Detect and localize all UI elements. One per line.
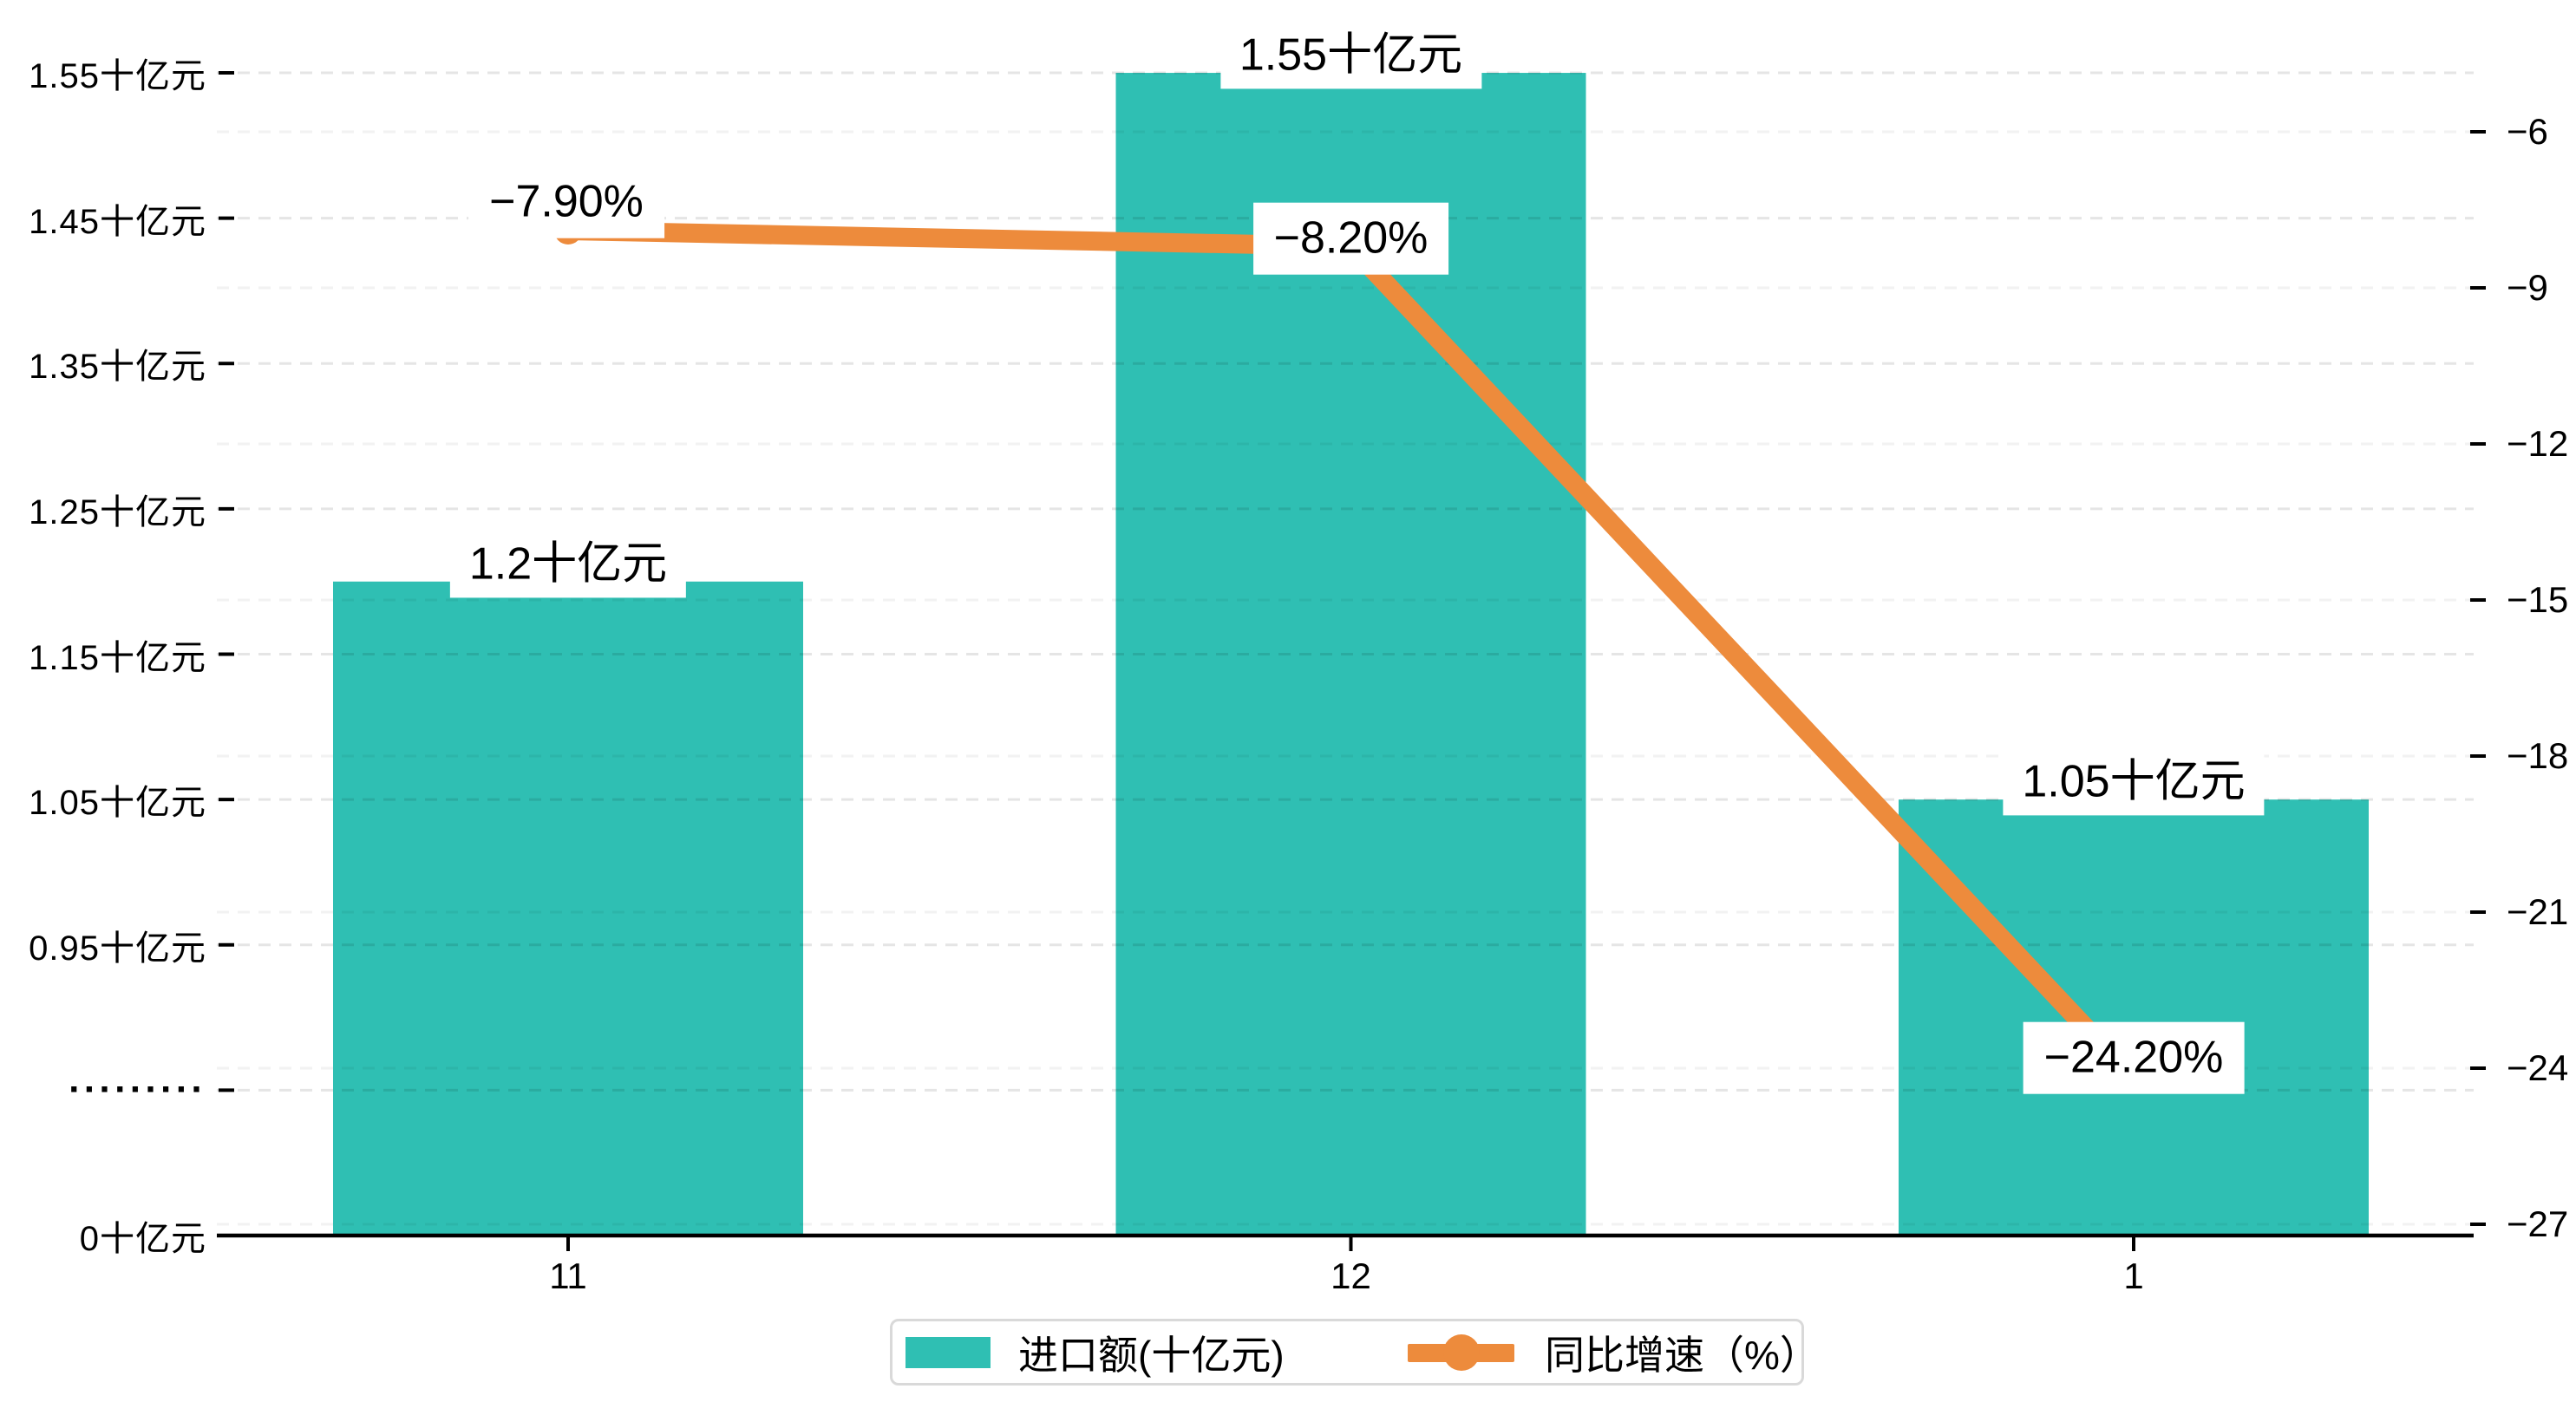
legend-line-dot-icon [1443,1334,1480,1371]
bar [333,581,803,1236]
legend: 进口额(十亿元) 同比增速（%） [890,1319,1820,1386]
bar [1899,799,2369,1236]
line-marker [554,217,582,245]
line-marker [2120,1065,2148,1092]
legend-line-marker-icon [1408,1321,1514,1383]
legend-line-label: 同比增速（%） [1545,1332,1820,1378]
line-marker [1337,232,1365,260]
legend-bar-label: 进口额(十亿元) [1018,1332,1285,1378]
legend-bar-swatch-icon [906,1337,991,1368]
